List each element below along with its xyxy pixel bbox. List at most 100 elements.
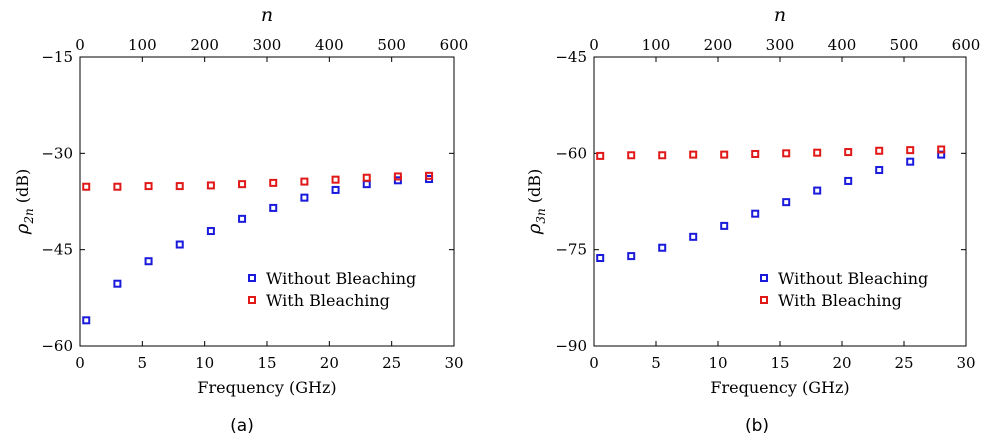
panel-a: 0 5 10 15 20 25 300 100 200 300 400 500 600−60−45−30… bbox=[12, 4, 468, 436]
x-tick-label: 20 bbox=[320, 354, 339, 372]
point-without-bleaching bbox=[751, 209, 760, 218]
x-tick-label: 10 bbox=[195, 354, 214, 372]
top-tick-label: 300 bbox=[253, 36, 282, 54]
legend-marker bbox=[248, 296, 256, 304]
point-with-bleaching bbox=[300, 177, 309, 186]
point-with-bleaching bbox=[875, 146, 884, 155]
point-without-bleaching bbox=[627, 252, 636, 261]
y-tick-label: −15 bbox=[41, 48, 73, 66]
y-axis-label-subscript: 3n bbox=[534, 208, 548, 223]
point-without-bleaching bbox=[720, 221, 729, 230]
point-without-bleaching bbox=[331, 185, 340, 194]
y-tick-label: −75 bbox=[555, 241, 587, 259]
legend-marker bbox=[248, 274, 256, 282]
x-tick-label: 25 bbox=[382, 354, 401, 372]
top-tick-label: 100 bbox=[128, 36, 157, 54]
panel-caption: (a) bbox=[230, 416, 254, 436]
legend-label: With Bleaching bbox=[778, 291, 902, 310]
point-with-bleaching bbox=[144, 182, 153, 191]
x-tick-label: 30 bbox=[444, 354, 463, 372]
point-with-bleaching bbox=[596, 151, 605, 160]
point-without-bleaching bbox=[82, 316, 91, 325]
point-without-bleaching bbox=[596, 254, 605, 263]
y-axis-label-unit: (dB) bbox=[13, 169, 32, 209]
point-without-bleaching bbox=[269, 203, 278, 212]
point-without-bleaching bbox=[362, 180, 371, 189]
point-with-bleaching bbox=[269, 178, 278, 187]
point-with-bleaching bbox=[844, 148, 853, 157]
point-with-bleaching bbox=[813, 148, 822, 157]
point-with-bleaching bbox=[206, 181, 215, 190]
x-tick-label: 30 bbox=[956, 354, 975, 372]
x-tick-label: 10 bbox=[708, 354, 727, 372]
top-tick-label: 400 bbox=[828, 36, 857, 54]
point-with-bleaching bbox=[425, 171, 434, 180]
top-tick-label: 0 bbox=[589, 36, 599, 54]
top-tick-label: 500 bbox=[890, 36, 919, 54]
point-without-bleaching bbox=[144, 257, 153, 266]
y-tick-label: −60 bbox=[41, 337, 73, 355]
point-without-bleaching bbox=[875, 166, 884, 175]
x-tick-label: 15 bbox=[257, 354, 276, 372]
y-axis-label: ρ3n (dB) bbox=[524, 169, 548, 236]
top-tick-label: 600 bbox=[952, 36, 981, 54]
top-tick-label: 100 bbox=[642, 36, 671, 54]
y-axis-label-symbol: ρ bbox=[524, 223, 545, 235]
point-with-bleaching bbox=[689, 150, 698, 159]
y-tick-label: −90 bbox=[555, 337, 587, 355]
point-with-bleaching bbox=[751, 149, 760, 158]
x-tick-label: 0 bbox=[589, 354, 599, 372]
top-tick-label: 400 bbox=[315, 36, 344, 54]
point-with-bleaching bbox=[906, 146, 915, 155]
point-without-bleaching bbox=[782, 198, 791, 207]
point-without-bleaching bbox=[206, 227, 215, 236]
x-tick-label: 5 bbox=[651, 354, 661, 372]
y-axis-label: ρ2n (dB) bbox=[12, 169, 36, 236]
y-tick-label: −45 bbox=[555, 48, 587, 66]
y-tick-label: −30 bbox=[41, 144, 73, 162]
point-with-bleaching bbox=[238, 180, 247, 189]
point-without-bleaching bbox=[658, 243, 667, 252]
top-tick-label: 200 bbox=[704, 36, 733, 54]
point-with-bleaching bbox=[393, 172, 402, 181]
x-axis-label: Frequency (GHz) bbox=[710, 378, 849, 397]
legend-marker bbox=[760, 296, 768, 304]
top-tick-label: 200 bbox=[190, 36, 219, 54]
point-with-bleaching bbox=[782, 149, 791, 158]
legend-label: Without Bleaching bbox=[778, 269, 928, 288]
point-with-bleaching bbox=[331, 175, 340, 184]
x-axis-label: Frequency (GHz) bbox=[197, 378, 336, 397]
top-tick-label: 0 bbox=[75, 36, 85, 54]
point-with-bleaching bbox=[362, 173, 371, 182]
y-tick-label: −45 bbox=[41, 241, 73, 259]
point-without-bleaching bbox=[906, 157, 915, 166]
top-axis-label: n bbox=[261, 4, 273, 26]
top-tick-label: 500 bbox=[377, 36, 406, 54]
x-tick-label: 20 bbox=[832, 354, 851, 372]
point-without-bleaching bbox=[113, 279, 122, 288]
panel-caption: (b) bbox=[745, 416, 769, 436]
point-without-bleaching bbox=[300, 193, 309, 202]
point-without-bleaching bbox=[844, 176, 853, 185]
top-axis-label: n bbox=[774, 4, 786, 26]
legend-label: With Bleaching bbox=[266, 291, 390, 310]
point-without-bleaching bbox=[175, 240, 184, 249]
point-with-bleaching bbox=[937, 145, 946, 154]
point-without-bleaching bbox=[813, 186, 822, 195]
point-with-bleaching bbox=[627, 151, 636, 160]
top-tick-label: 300 bbox=[766, 36, 795, 54]
x-tick-label: 0 bbox=[75, 354, 85, 372]
panel-b: 0 5 10 15 20 25 300 100 200 300 400 500 600−90−75−60… bbox=[524, 4, 980, 436]
y-axis-label-subscript: 2n bbox=[22, 208, 36, 224]
point-with-bleaching bbox=[720, 150, 729, 159]
legend-marker bbox=[760, 274, 768, 282]
point-with-bleaching bbox=[175, 182, 184, 191]
legend-label: Without Bleaching bbox=[266, 269, 416, 288]
y-axis-label-symbol: ρ bbox=[12, 223, 33, 235]
y-axis-label-unit: (dB) bbox=[525, 169, 544, 209]
x-tick-label: 15 bbox=[770, 354, 789, 372]
point-with-bleaching bbox=[658, 151, 667, 160]
x-tick-label: 5 bbox=[138, 354, 148, 372]
